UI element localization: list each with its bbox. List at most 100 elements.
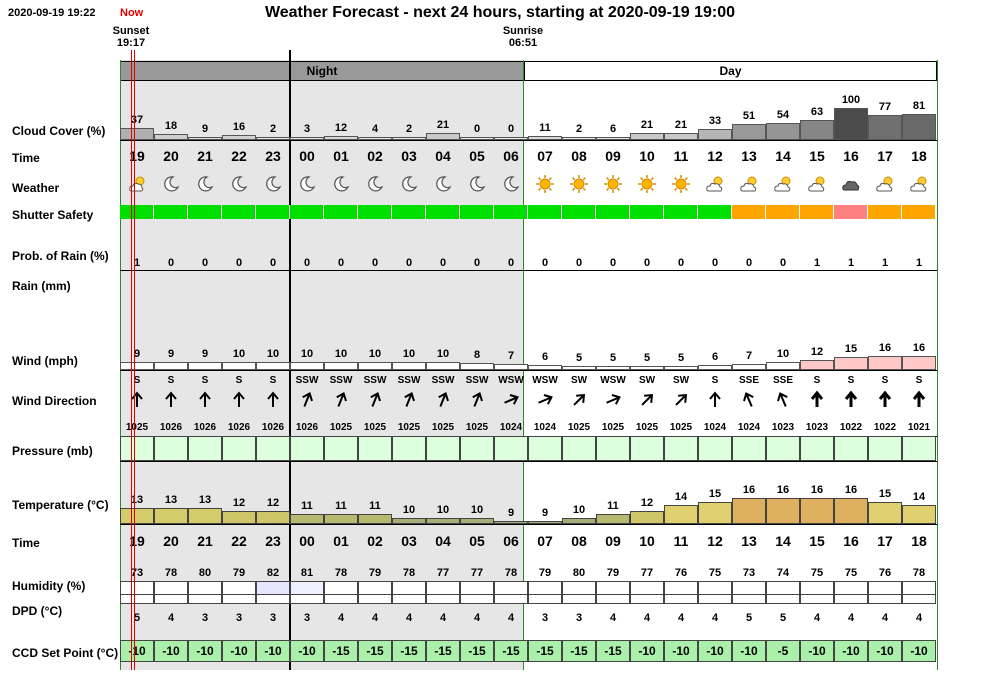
- dpd-value: 3: [541, 612, 549, 624]
- night-band: Night: [120, 61, 524, 81]
- moon-icon: [195, 174, 215, 194]
- pressure-value: 1025: [363, 422, 387, 433]
- label-shutter-safety: Shutter Safety: [12, 208, 94, 222]
- humidity-cell-lower: [698, 594, 732, 604]
- wind-bar: [426, 361, 460, 370]
- prob-rain-value: 1: [847, 257, 855, 269]
- label-weather: Weather: [12, 181, 60, 195]
- dpd-value: 4: [371, 612, 379, 624]
- dpd-value: 3: [269, 612, 277, 624]
- wind-direction-value: SSE: [772, 375, 793, 386]
- humidity-value: 80: [572, 567, 586, 579]
- temperature-value: 10: [402, 503, 416, 516]
- time-cell-2: 09: [605, 533, 621, 549]
- time-cell: 08: [571, 148, 587, 164]
- temperature-bar: [902, 504, 936, 524]
- pressure-cell: [154, 436, 188, 461]
- pressure-value: 1025: [465, 422, 489, 433]
- ccd-cell: [222, 640, 256, 662]
- time-cell-2: 13: [741, 533, 757, 549]
- humidity-value: 78: [334, 567, 348, 579]
- humidity-value: 77: [640, 567, 654, 579]
- temperature-bar: [562, 517, 596, 524]
- sunset-marker: [131, 50, 132, 670]
- wind-bar: [222, 361, 256, 370]
- time-cell-2: 15: [809, 533, 825, 549]
- cloud-value: 21: [640, 119, 654, 132]
- wind-bar: [630, 365, 664, 370]
- wind-arrow-icon: [195, 390, 215, 410]
- shutter-cell: [222, 205, 256, 219]
- dpd-value: 3: [575, 612, 583, 624]
- pressure-value: 1026: [295, 422, 319, 433]
- humidity-cell-lower: [256, 594, 290, 604]
- cloud-bar: [460, 137, 494, 140]
- wind-bar: [698, 364, 732, 370]
- pressure-cell: [392, 436, 426, 461]
- time-cell-2: 00: [299, 533, 315, 549]
- prob-rain-value: 0: [745, 257, 753, 269]
- partly-cloudy-icon: [739, 174, 759, 194]
- wind-value: 10: [334, 347, 348, 360]
- pressure-cell: [562, 436, 596, 461]
- humidity-cell: [630, 581, 664, 595]
- temperature-value: 14: [912, 490, 926, 503]
- wind-bar: [188, 362, 222, 370]
- wind-direction-value: WSW: [600, 375, 626, 386]
- wind-arrow-icon: [603, 390, 623, 410]
- time-cell-2: 05: [469, 533, 485, 549]
- pressure-cell: [120, 436, 154, 461]
- ccd-value: -10: [298, 644, 316, 658]
- wind-arrow-icon: [297, 390, 317, 410]
- time-cell-2: 22: [231, 533, 247, 549]
- cloud-value: 0: [507, 123, 515, 135]
- wind-direction-value: SW: [570, 375, 588, 386]
- pressure-value: 1022: [873, 422, 897, 433]
- cloud-bar: [834, 108, 868, 140]
- dpd-value: 5: [745, 612, 753, 624]
- pressure-cell: [188, 436, 222, 461]
- label-wind-direction: Wind Direction: [12, 394, 97, 408]
- time-cell: 03: [401, 148, 417, 164]
- time-cell: 11: [673, 148, 689, 164]
- temperature-bar: [664, 504, 698, 524]
- shutter-cell: [120, 205, 154, 219]
- pressure-cell: [664, 436, 698, 461]
- shutter-cell: [154, 205, 188, 219]
- time-cell-2: 12: [707, 533, 723, 549]
- dpd-value: 4: [847, 612, 855, 624]
- label-dpd: DPD (°C): [12, 604, 63, 618]
- wind-arrow-icon: [773, 390, 793, 410]
- pressure-cell: [596, 436, 630, 461]
- dpd-value: 5: [779, 612, 787, 624]
- ccd-value: -10: [196, 644, 214, 658]
- cloud-bar: [392, 137, 426, 140]
- wind-value: 16: [912, 342, 926, 355]
- temperature-value: 12: [640, 497, 654, 510]
- time-cell: 13: [741, 148, 757, 164]
- ccd-cell: [868, 640, 902, 662]
- wind-value: 10: [300, 347, 314, 360]
- cloud-bar: [154, 134, 188, 140]
- wind-direction-value: S: [133, 375, 141, 386]
- wind-value: 7: [745, 350, 753, 363]
- label-wind: Wind (mph): [12, 354, 78, 368]
- pressure-cell: [460, 436, 494, 461]
- prob-rain-value: 0: [643, 257, 651, 269]
- humidity-cell-lower: [460, 594, 494, 604]
- humidity-value: 77: [470, 567, 484, 579]
- partly-cloudy-icon: [909, 174, 929, 194]
- temperature-value: 10: [470, 503, 484, 516]
- sep-pressure-bottom: [120, 461, 937, 462]
- ccd-value: -10: [740, 644, 758, 658]
- dpd-value: 4: [167, 612, 175, 624]
- humidity-cell: [222, 581, 256, 595]
- humidity-value: 79: [538, 567, 552, 579]
- temperature-value: 11: [301, 500, 313, 513]
- moon-icon: [399, 174, 419, 194]
- shutter-cell: [392, 205, 426, 219]
- time-cell-2: 10: [639, 533, 655, 549]
- wind-direction-value: S: [881, 375, 889, 386]
- time-cell-2: 14: [775, 533, 791, 549]
- ccd-cell: [630, 640, 664, 662]
